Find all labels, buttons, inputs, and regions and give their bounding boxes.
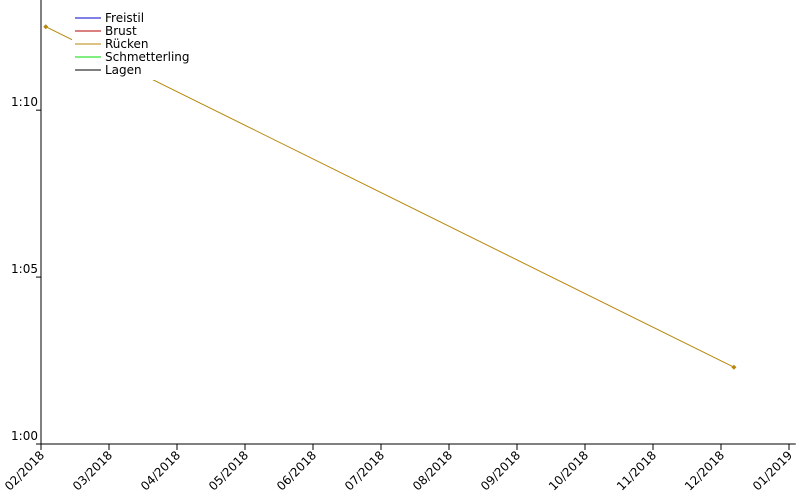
x-tick-label: 04/2018 <box>138 448 183 493</box>
x-tick-label: 07/2018 <box>342 448 387 493</box>
legend-label: Brust <box>105 24 137 38</box>
legend-box <box>72 10 200 80</box>
x-tick-label: 06/2018 <box>274 448 319 493</box>
legend-label: Lagen <box>105 63 142 77</box>
legend-label: Freistil <box>105 11 144 25</box>
x-tick-label: 10/2018 <box>546 448 591 493</box>
x-tick-label: 11/2018 <box>614 448 659 493</box>
y-tick-label: 1:05 <box>11 262 38 276</box>
point <box>43 24 49 30</box>
point <box>731 364 737 370</box>
x-tick-label: 01/2019 <box>750 448 795 493</box>
y-tick-label: 1:00 <box>11 429 38 443</box>
legend-label: Schmetterling <box>105 50 190 64</box>
legend-label: Rücken <box>105 37 149 51</box>
series-line <box>45 26 735 368</box>
x-tick-label: 12/2018 <box>682 448 727 493</box>
x-tick-label: 02/2018 <box>2 448 47 493</box>
x-tick-label: 08/2018 <box>410 448 455 493</box>
x-tick-label: 03/2018 <box>70 448 115 493</box>
y-tick-label: 1:10 <box>11 95 38 109</box>
x-tick-label: 05/2018 <box>206 448 251 493</box>
x-tick-label: 09/2018 <box>478 448 523 493</box>
